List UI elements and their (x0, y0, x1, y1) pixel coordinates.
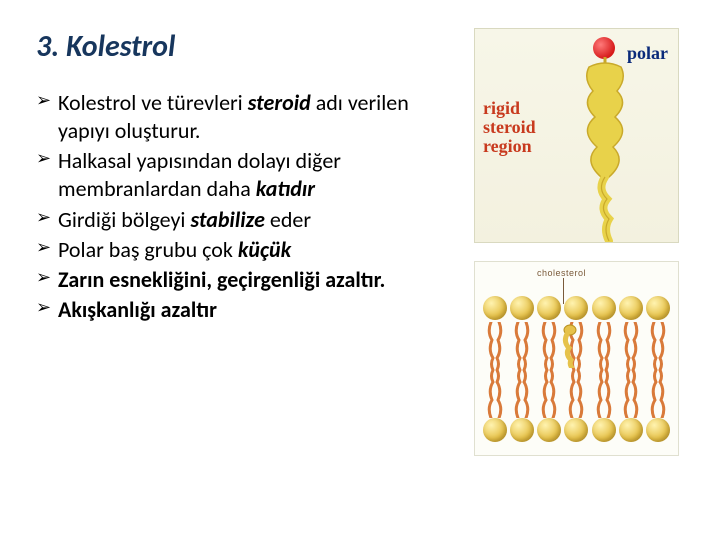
lipid-tail-icon (483, 322, 507, 370)
cholesterol-label: cholesterol (537, 268, 586, 278)
bullet-item: Akışkanlığı azaltır (36, 296, 464, 324)
bullet-item: Halkasal yapısından dolayı diğer membran… (36, 147, 464, 203)
bullet-item: Kolestrol ve türevleri steroid adı veril… (36, 89, 464, 145)
lipid-head-icon (483, 296, 507, 320)
lipid-tail-icon (619, 322, 643, 370)
lipid-head-icon (646, 418, 670, 442)
bullet-item: Polar baş grubu çok küçük (36, 236, 464, 264)
steroid-body-icon (575, 57, 635, 242)
lipid-head-icon (483, 418, 507, 442)
lipid-head-icon (592, 296, 616, 320)
lipid-head-icon (619, 418, 643, 442)
lipid-tail-icon (510, 322, 534, 370)
bullet-item: Zarın esnekliğini, geçirgenliği azaltır. (36, 266, 464, 294)
lipid-head-icon (510, 418, 534, 442)
lipid-bilayer-icon (481, 296, 672, 447)
lipid-tail-icon (537, 370, 561, 418)
bullet-em: stabilize (190, 206, 265, 233)
bullet-text: Kolestrol ve türevleri (58, 89, 248, 116)
lipid-head-icon (537, 296, 561, 320)
lipid-tail-icon (646, 370, 670, 418)
lipid-tail-icon (510, 370, 534, 418)
bullet-em: küçük (238, 236, 291, 263)
lipid-head-icon (537, 418, 561, 442)
bullet-list: Kolestrol ve türevleri steroid adı veril… (36, 89, 464, 324)
lipid-head-icon (564, 296, 588, 320)
lipid-tail-icon (537, 322, 561, 370)
bullet-text: eder (265, 206, 311, 233)
cholesterol-molecule-figure: polar rigid steroid region (474, 28, 679, 243)
bullet-em: steroid (248, 89, 311, 116)
lipid-head-icon (510, 296, 534, 320)
lipid-tail-icon (564, 370, 588, 418)
bullet-item: Girdiği bölgeyi stabilize eder (36, 206, 464, 234)
bullet-text: Girdiği bölgeyi (58, 206, 190, 233)
rigid-steroid-label: rigid steroid region (483, 99, 536, 156)
lipid-tail-icon (619, 370, 643, 418)
membrane-figure: cholesterol (474, 261, 679, 456)
lipid-head-icon (564, 418, 588, 442)
polar-head-icon (593, 37, 615, 59)
bullet-text: Akışkanlığı azaltır (58, 296, 217, 323)
lipid-tail-icon (483, 370, 507, 418)
lipid-tail-icon (592, 370, 616, 418)
lipid-head-icon (619, 296, 643, 320)
cholesterol-insert-icon (559, 324, 581, 368)
lipid-tail-icon (592, 322, 616, 370)
bullet-text: Zarın esnekliğini, geçirgenliği azaltır. (58, 266, 385, 293)
lipid-tail-icon (646, 322, 670, 370)
bullet-em: katıdır (256, 175, 315, 202)
lipid-head-icon (646, 296, 670, 320)
bullet-text: Polar baş grubu çok (58, 236, 238, 263)
lipid-head-icon (592, 418, 616, 442)
slide-title: 3. Kolestrol (36, 28, 464, 65)
